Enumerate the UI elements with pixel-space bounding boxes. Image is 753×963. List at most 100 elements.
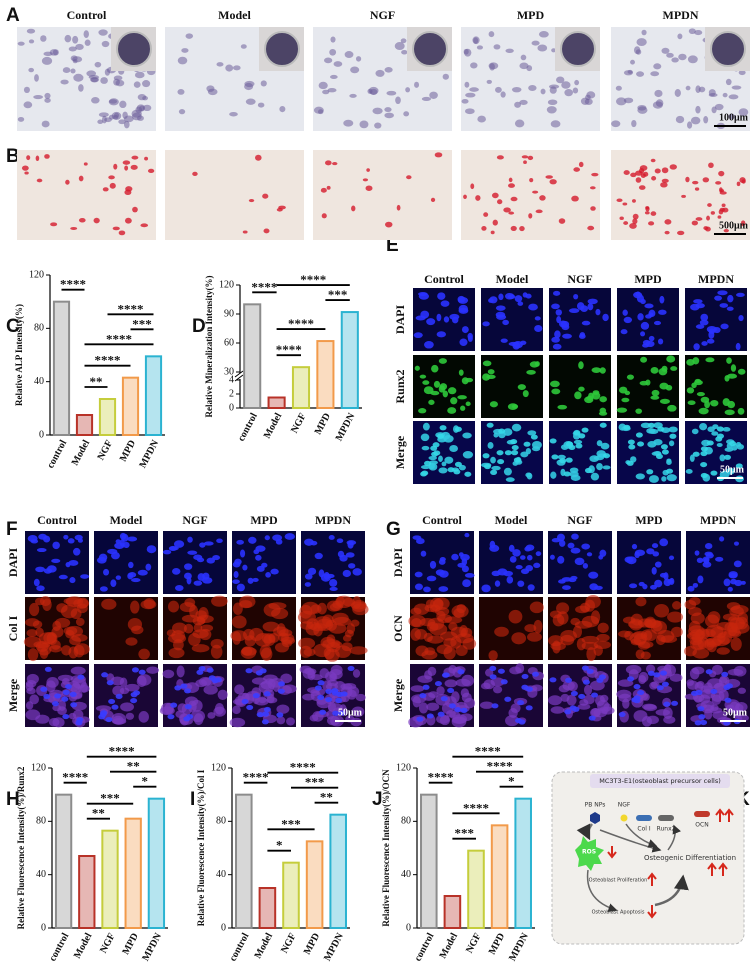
nucleus [498, 428, 506, 434]
stain [637, 641, 651, 650]
stain [712, 635, 730, 647]
stain [713, 326, 721, 334]
stain [276, 716, 286, 725]
row-label: Merge [6, 678, 20, 712]
stain [623, 170, 630, 176]
stain [123, 115, 134, 123]
stain [685, 469, 693, 474]
stain [527, 430, 537, 436]
nucleus [515, 717, 523, 724]
stain [36, 178, 43, 183]
bar [75, 414, 94, 436]
significance-label: *** [281, 816, 301, 831]
stain [384, 112, 394, 119]
stain [634, 551, 640, 559]
nucleus [167, 714, 175, 720]
stain [615, 85, 622, 91]
stain [461, 326, 469, 334]
nucleus [695, 689, 703, 696]
nucleus [627, 676, 635, 682]
stain [401, 49, 408, 55]
stain [737, 612, 748, 625]
stain [202, 572, 210, 580]
stain [326, 710, 335, 720]
stain [124, 189, 132, 196]
stain [125, 712, 135, 720]
stain [439, 570, 449, 578]
stain [707, 426, 715, 433]
stain [716, 442, 723, 448]
nucleus [564, 709, 572, 715]
stain [479, 701, 494, 709]
stain [348, 563, 356, 569]
stain [131, 625, 144, 635]
stain [50, 640, 61, 650]
stain [328, 535, 335, 540]
nucleus [422, 684, 430, 690]
stain [694, 30, 703, 36]
stain [260, 647, 273, 661]
nucleus [521, 684, 529, 690]
significance-label: *** [100, 791, 120, 806]
stain [247, 577, 254, 584]
nucleus [447, 687, 455, 694]
stain [620, 329, 628, 335]
panel-letter: G [386, 519, 401, 540]
stain [719, 676, 728, 684]
row-label: DAPI [393, 305, 407, 335]
stain [321, 213, 327, 219]
stain [589, 583, 599, 591]
stain [568, 578, 577, 583]
nucleus [101, 672, 109, 678]
stain [178, 109, 186, 115]
up-arrow [647, 872, 657, 886]
stain [119, 532, 127, 540]
stain [666, 52, 674, 58]
stain [107, 548, 118, 555]
y-tick-label: 0 [229, 402, 234, 413]
nucleus [482, 453, 490, 459]
stain [488, 31, 495, 38]
stain [570, 617, 581, 626]
nucleus [61, 696, 69, 702]
stain [493, 432, 499, 438]
nucleus [331, 690, 339, 696]
stain [512, 549, 521, 557]
stain [704, 551, 713, 557]
stain [707, 203, 712, 207]
stain [142, 104, 152, 112]
stain [128, 561, 134, 569]
y-axis-label: Relative Fluorescence Intensity(%)/OCN [381, 769, 391, 927]
panel-letter: I [190, 789, 195, 810]
stain [103, 568, 110, 576]
stain [706, 338, 715, 344]
stain [638, 185, 646, 190]
stain [564, 89, 573, 97]
x-tick-label: control [47, 931, 71, 963]
stain [78, 218, 86, 223]
stain [439, 715, 451, 726]
nucleus [335, 697, 343, 704]
bar [490, 824, 509, 929]
stain [527, 632, 542, 642]
stain [489, 296, 498, 304]
stain [677, 33, 683, 40]
stain [695, 85, 701, 94]
panel-letter: H [6, 789, 20, 810]
stain [349, 646, 368, 655]
stain [503, 467, 512, 476]
stain [711, 694, 722, 706]
nucleus [198, 666, 206, 672]
stain [108, 114, 115, 120]
stain [550, 471, 557, 479]
stain [326, 185, 331, 190]
stain [225, 64, 234, 72]
stain [264, 535, 270, 541]
micrograph [461, 150, 600, 240]
stain [430, 197, 436, 202]
significance-label: *** [132, 316, 152, 331]
stain [173, 540, 185, 548]
x-tick-label: MPDN [507, 931, 531, 963]
nucleus [565, 457, 573, 463]
stain [463, 48, 472, 57]
